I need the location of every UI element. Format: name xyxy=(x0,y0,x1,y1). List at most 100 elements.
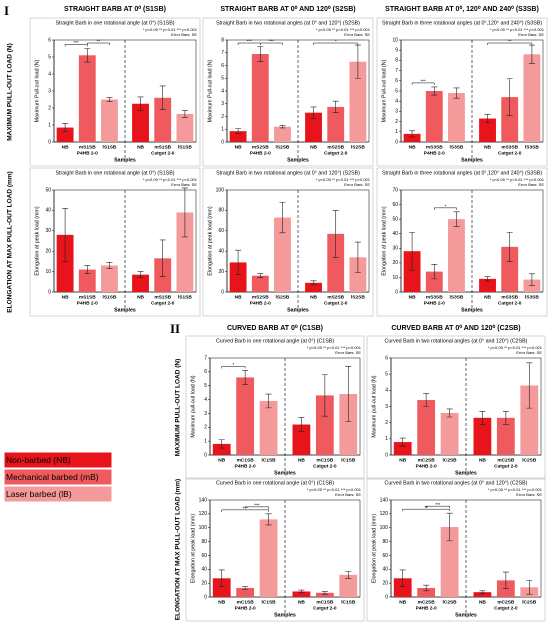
bar xyxy=(479,278,496,292)
group-label: Catgut 2-0 xyxy=(494,605,518,611)
bar xyxy=(448,219,465,292)
x-tick-label: lC2SB xyxy=(522,599,537,605)
x-tick-label: mS3SB xyxy=(426,144,443,150)
bar xyxy=(212,443,231,455)
y-tick-label: 0 xyxy=(48,139,51,145)
row-label: ELONGATION AT MAX PULL-OUT LOAD (mm) xyxy=(175,479,182,620)
error-bar xyxy=(310,106,317,119)
bar xyxy=(417,400,436,455)
panel-title: Straight Barb in three rotational angles… xyxy=(382,20,542,26)
significance-label: * xyxy=(335,39,337,44)
x-tick-label: mS3SB xyxy=(501,294,518,300)
x-axis-label: Samples xyxy=(461,157,483,163)
error-bar xyxy=(484,114,491,123)
error-bar xyxy=(235,249,242,275)
significance-note: * p<0.05 ** p<0.01 *** p<0.001 xyxy=(143,177,198,182)
x-tick-label: lS3SB xyxy=(525,144,539,150)
error-note: Error Bars: SE xyxy=(516,492,542,497)
bar xyxy=(440,412,459,455)
error-bar xyxy=(332,100,339,113)
y-tick-label: 20 xyxy=(201,580,207,586)
y-tick-label: 2 xyxy=(221,114,224,120)
bar xyxy=(473,592,492,597)
significance-label: *** xyxy=(269,39,275,44)
bar xyxy=(520,385,539,455)
error-bar xyxy=(298,417,305,432)
x-tick-label: NB xyxy=(484,144,491,150)
error-bar xyxy=(257,273,264,279)
row-label: ELONGATION AT MAX PULL-OUT LOAD (mm) xyxy=(7,171,14,312)
y-tick-label: 6 xyxy=(48,37,51,43)
x-tick-label: mS3SB xyxy=(426,294,443,300)
bar xyxy=(349,61,367,142)
bar xyxy=(496,417,515,455)
error-bar xyxy=(181,110,188,118)
significance-label: *** xyxy=(254,503,260,508)
x-tick-label: NB xyxy=(399,457,406,463)
y-tick-label: 70 xyxy=(392,187,398,193)
panel-frame xyxy=(185,335,365,480)
significance-note: * p<0.05 ** p<0.01 *** p<0.001 xyxy=(490,27,545,32)
panel-title: Straight Barb in one rotational angle (a… xyxy=(55,170,174,176)
x-tick-label: NB xyxy=(479,457,486,463)
y-tick-label: 2 xyxy=(385,420,388,426)
y-axis-label: Maximum pull-out load (N) xyxy=(371,375,377,437)
error-bar xyxy=(446,408,453,418)
error-bar xyxy=(484,276,491,282)
y-tick-label: 10 xyxy=(392,37,398,43)
error-bar xyxy=(409,130,416,138)
error-bar xyxy=(218,569,225,587)
legend-swatch xyxy=(3,485,113,503)
group-label: Catgut 2-0 xyxy=(324,300,348,306)
bar xyxy=(212,578,231,597)
error-bar xyxy=(423,393,430,407)
x-axis-label: Samples xyxy=(274,470,296,476)
bar xyxy=(132,274,149,292)
significance-bracket xyxy=(221,366,246,369)
bar xyxy=(349,257,367,292)
error-note: Error Bars: SE xyxy=(518,182,544,187)
significance-label: *** xyxy=(247,39,253,44)
y-tick-label: 5 xyxy=(48,54,51,60)
y-tick-label: 7 xyxy=(221,50,224,56)
error-bar xyxy=(62,208,69,262)
significance-label: ** xyxy=(97,39,101,44)
error-bar xyxy=(84,265,91,274)
significance-bracket xyxy=(411,82,435,85)
error-bar xyxy=(506,78,513,116)
group-label: P4HB 2-0 xyxy=(424,300,445,306)
group-label: P4HB 2-0 xyxy=(416,463,437,469)
y-tick-label: 20 xyxy=(218,269,224,275)
error-bar xyxy=(399,569,406,587)
legend-label: Laser barbed (lB) xyxy=(6,489,72,499)
y-tick-label: 3 xyxy=(395,109,398,115)
y-tick-label: 100 xyxy=(199,525,208,531)
error-note: Error Bars: SE xyxy=(335,492,361,497)
bar xyxy=(523,54,541,142)
section-label: I xyxy=(4,3,9,18)
x-axis-label: Samples xyxy=(455,470,477,476)
bar xyxy=(417,587,436,597)
x-tick-label: mC1SB xyxy=(237,457,255,463)
panel-frame xyxy=(366,477,546,622)
y-axis-label: Maximum Pull-out load (N) xyxy=(207,59,213,122)
x-tick-label: lC2SB xyxy=(443,457,458,463)
x-tick-label: lC1SB xyxy=(341,599,356,605)
bar xyxy=(236,587,255,597)
y-tick-label: 80 xyxy=(218,208,224,214)
y-tick-label: 0 xyxy=(221,289,224,295)
x-axis-label: Samples xyxy=(287,157,309,163)
significance-bracket xyxy=(260,42,283,45)
bar xyxy=(259,519,278,597)
significance-note: * p<0.05 ** p<0.01 *** p<0.001 xyxy=(316,177,371,182)
y-tick-label: 0 xyxy=(221,139,224,145)
x-tick-label: mC2SB xyxy=(497,457,515,463)
x-tick-label: NB xyxy=(218,599,225,605)
bar xyxy=(425,271,443,292)
error-bar xyxy=(502,571,509,589)
panel-title: Curved Barb in one rotational angle (at … xyxy=(216,338,334,344)
y-tick-label: 1 xyxy=(204,438,207,444)
significance-note: * p<0.05 ** p<0.01 *** p<0.001 xyxy=(488,487,543,492)
